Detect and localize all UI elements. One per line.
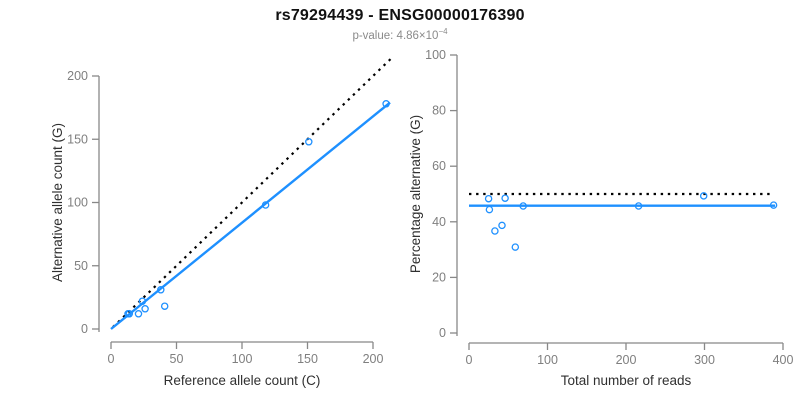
y-tick-label: 100: [67, 196, 88, 210]
x-axis-label: Reference allele count (C): [164, 373, 321, 388]
data-point: [501, 194, 509, 202]
y-tick-label: 50: [74, 259, 88, 273]
regression-line: [110, 101, 391, 330]
data-point: [769, 201, 778, 209]
data-point: [491, 227, 499, 235]
x-tick-label: 0: [108, 352, 115, 366]
data-point: [261, 201, 270, 209]
y-tick-label: 150: [67, 132, 88, 146]
y-tick-label: 0: [81, 322, 88, 336]
y-tick-label: 40: [432, 215, 446, 229]
figure-title: rs79294439 - ENSG00000176390: [275, 7, 525, 24]
x-tick-label: 300: [694, 353, 715, 367]
data-point: [511, 243, 520, 251]
data-point: [134, 310, 143, 318]
data-point: [138, 297, 147, 305]
x-tick-label: 0: [466, 353, 473, 367]
data-point: [484, 194, 493, 203]
data-point: [634, 202, 643, 210]
y-tick-label: 200: [67, 69, 88, 83]
figure-subtitle: p-value: 4.86×10−4: [0, 27, 800, 42]
x-tick-label: 100: [537, 353, 558, 367]
x-axis-label: Total number of reads: [561, 373, 692, 388]
x-tick-label: 50: [170, 352, 184, 366]
x-tick-label: 200: [363, 352, 384, 366]
data-point: [305, 138, 313, 146]
y-tick-label: 0: [439, 326, 446, 340]
plots-row: 0 50 100 150 200 0 50 100 150 200 Reference allele…: [0, 40, 800, 400]
x-tick-label: 150: [297, 352, 318, 366]
x-tick-label: 400: [773, 353, 794, 367]
y-tick-label: 80: [432, 104, 446, 118]
data-point: [160, 302, 169, 310]
y-axis-label: Alternative allele count (G): [50, 123, 65, 282]
data-point: [382, 100, 390, 108]
y-tick-label: 60: [432, 159, 446, 173]
data-point: [485, 205, 494, 214]
figure-header: rs79294439 - ENSG00000176390 p-value: 4.…: [0, 0, 800, 42]
data-point: [125, 310, 134, 318]
data-point: [498, 221, 506, 230]
y-axis-label: Percentage alternative (G): [408, 115, 423, 273]
y-tick-label: 100: [425, 48, 446, 62]
data-point: [141, 305, 149, 313]
data-point: [699, 192, 708, 200]
x-tick-label: 100: [232, 352, 253, 366]
x-tick-label: 200: [616, 353, 637, 367]
p-value-exponent: −4: [438, 27, 448, 36]
identity-line: [112, 57, 393, 328]
p-value-text: p-value: 4.86×10: [352, 29, 439, 42]
data-point: [519, 202, 527, 210]
y-tick-label: 20: [432, 270, 446, 284]
scatter-allele-counts: 0 50 100 150 200 0 50 100 150 200 Reference allele…: [50, 57, 393, 388]
data-point: [157, 286, 165, 294]
